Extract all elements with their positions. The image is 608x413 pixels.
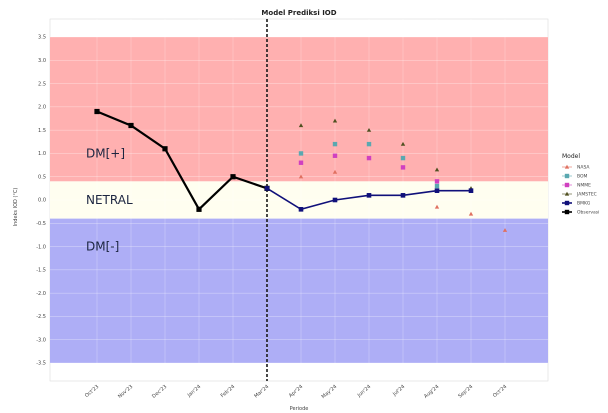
legend-label-observasi: Observasi [577, 210, 599, 216]
point-nasa [468, 211, 474, 216]
point-nmme [400, 165, 406, 170]
x-tick-label: Mar'24 [253, 384, 270, 400]
series-line-observasi [96, 110, 268, 212]
point-nasa [434, 204, 440, 209]
y-tick-label: 0.5 [38, 174, 46, 180]
point-observasi [162, 146, 168, 152]
point-nasa [332, 169, 338, 174]
y-tick-label: 2.0 [38, 105, 46, 111]
chart-title: Model Prediksi IOD [261, 9, 336, 17]
legend-key-bmkg [564, 200, 570, 206]
point-bmkg [298, 207, 304, 212]
point-observasi [196, 206, 202, 212]
x-tick-label: Dec'23 [151, 384, 168, 400]
y-tick-label: 2.5 [38, 81, 46, 87]
x-tick-label: Apr'24 [288, 384, 304, 399]
y-tick-label: 0.0 [38, 198, 46, 204]
legend-key-observasi [564, 209, 570, 215]
y-tick-label: -1.0 [36, 244, 46, 250]
legend-item-jamstec: JAMSTEC [562, 192, 597, 198]
point-jamstec [298, 123, 304, 128]
point-bom [298, 151, 304, 156]
legend-key-nasa [564, 164, 570, 169]
point-bmkg [332, 197, 338, 203]
point-jamstec [332, 118, 338, 123]
legend-title: Model [562, 153, 580, 160]
point-bom [366, 141, 372, 147]
point-jamstec [434, 167, 440, 172]
x-tick-label: May'24 [321, 384, 339, 400]
legend-key-jamstec [564, 191, 570, 196]
y-tick-label: -1.5 [36, 268, 46, 274]
y-tick-label: -0.5 [36, 221, 46, 227]
point-bmkg [264, 186, 270, 191]
y-tick-label: 1.0 [38, 151, 46, 157]
point-observasi [128, 122, 134, 129]
y-tick-label: -3.5 [36, 361, 46, 367]
point-bmkg [400, 193, 406, 198]
plot-area: 3.5 3.0 2.5 2.0 1.5 1.0 0.5 0.0 -0.5 -1.0 -1.5 -2.0… [36, 18, 549, 400]
legend-item-bmkg: BMKG [562, 201, 591, 207]
y-tick-label: -3.0 [36, 337, 46, 343]
x-tick-label: Oct'24 [492, 384, 508, 399]
point-observasi [230, 174, 236, 180]
point-nmme [434, 179, 440, 184]
y-tick-label: 1.5 [38, 128, 46, 134]
x-tick-label: Sep'24 [457, 384, 474, 400]
legend-label-nmme: NMME [577, 183, 591, 189]
legend-item-bom: BOM [562, 174, 588, 180]
legend-key-nmme [564, 182, 570, 188]
x-tick-label: Nov'23 [117, 384, 134, 400]
legend-item-nmme: NMME [562, 183, 591, 189]
legend-key-bom [564, 173, 570, 179]
legend-label-jamstec: JAMSTEC [576, 192, 597, 198]
point-bom [332, 141, 338, 147]
x-tick-label: Jan'24 [186, 384, 202, 399]
legend: NASA BOM NMME JAMSTEC BMKG Observasi [562, 165, 599, 216]
point-jamstec [400, 141, 406, 146]
zone-dm [50, 218, 548, 363]
x-axis-label: Periode [290, 406, 309, 412]
y-tick-label: -2.0 [36, 291, 46, 297]
point-bmkg [468, 188, 474, 193]
point-bmkg [366, 193, 372, 198]
point-bom [400, 155, 406, 161]
y-tick-label: 3.5 [38, 35, 46, 41]
point-bom [434, 183, 440, 189]
x-tick-label: Jun'24 [356, 384, 373, 399]
x-tick-label: Feb'24 [220, 384, 237, 399]
zone-dm [50, 37, 548, 182]
legend-label-bom: BOM [577, 174, 588, 180]
zone-label-dm: DM[-] [86, 240, 119, 254]
point-nmme [366, 155, 372, 161]
legend-label-bmkg: BMKG [577, 201, 591, 207]
x-tick-label: Aug'24 [423, 384, 440, 400]
point-nasa [298, 174, 304, 179]
point-nasa [502, 228, 508, 232]
point-bmkg [434, 188, 440, 193]
y-tick-label: 3.0 [38, 58, 46, 64]
y-axis-label: Indeks IOD (°C) [13, 188, 19, 227]
x-tick-label: Oct'23 [84, 384, 100, 399]
point-nmme [332, 153, 338, 158]
legend-item-observasi: Observasi [562, 210, 599, 216]
point-observasi [94, 108, 100, 115]
point-jamstec [366, 127, 372, 132]
x-tick-label: Jul'24 [391, 384, 406, 398]
legend-label-nasa: NASA [577, 165, 590, 171]
y-tick-label: -2.5 [36, 314, 46, 320]
legend-item-nasa: NASA [562, 165, 590, 171]
point-nmme [298, 160, 304, 165]
zone-label-netral: NETRAL [86, 193, 133, 207]
zone-label-dm: DM[+] [86, 146, 125, 160]
